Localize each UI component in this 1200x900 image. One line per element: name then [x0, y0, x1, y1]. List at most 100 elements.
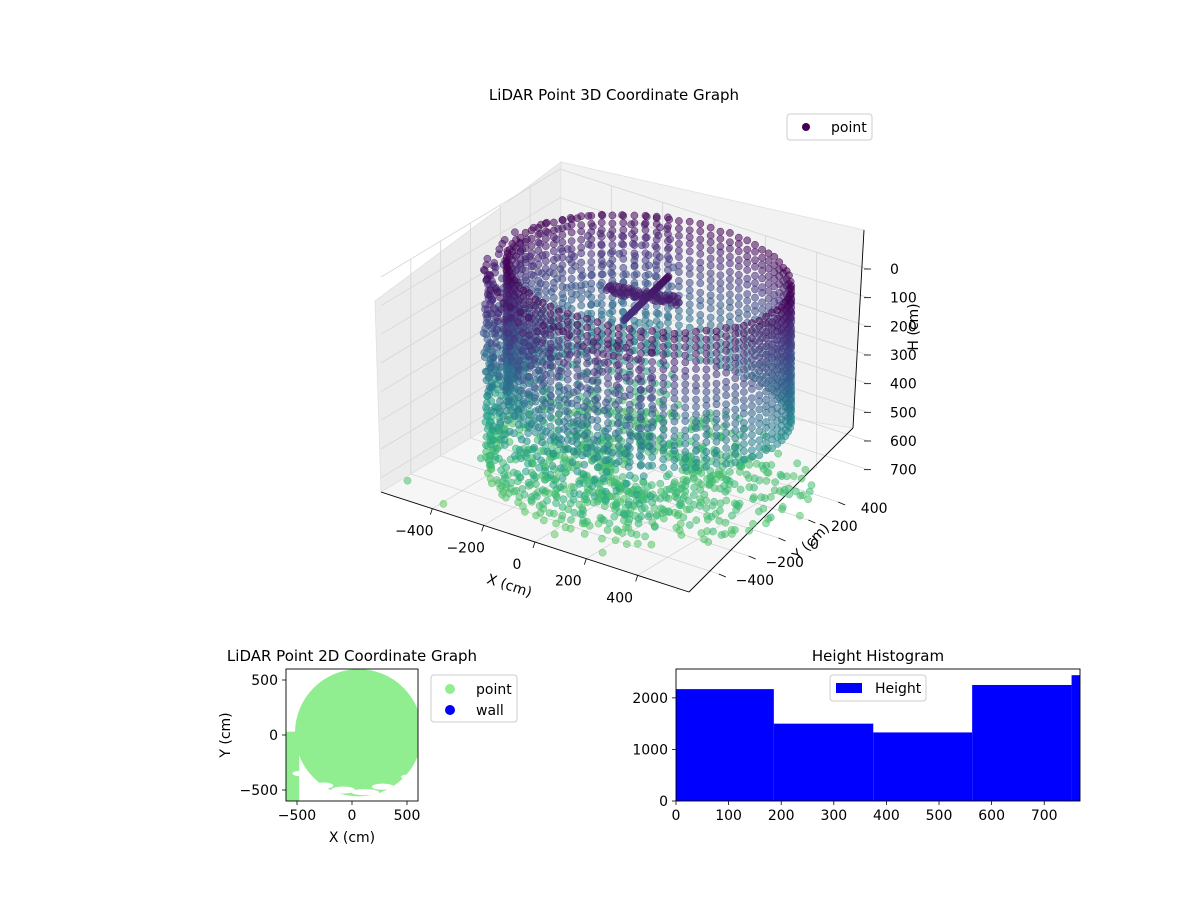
point-marker: [635, 499, 644, 508]
point-marker: [731, 330, 740, 338]
point-marker: [549, 256, 558, 264]
point-marker: [702, 365, 711, 374]
point-marker: [653, 511, 661, 519]
point-marker: [548, 462, 557, 470]
point-marker: [555, 314, 563, 323]
y-tick-3d: [778, 537, 786, 542]
point-marker: [634, 432, 642, 441]
h-axis-line: [852, 229, 865, 429]
point-marker: [634, 375, 643, 383]
point-marker: [740, 350, 748, 359]
point-marker: [681, 387, 690, 395]
point-marker: [644, 512, 653, 521]
point-marker: [625, 325, 634, 333]
point-marker: [517, 386, 525, 395]
point-marker: [768, 354, 776, 362]
point-marker: [567, 295, 576, 304]
point-marker: [706, 254, 715, 263]
point-marker: [530, 356, 539, 364]
point-marker: [659, 463, 668, 472]
histogram-bar: [1071, 675, 1080, 801]
point-marker: [681, 372, 690, 381]
legend-label-point-3d: point: [831, 120, 867, 136]
point-marker: [495, 372, 504, 380]
legend-marker-point-2d: [445, 684, 455, 694]
point-marker: [722, 452, 730, 460]
point-marker: [526, 361, 535, 370]
point-marker: [652, 273, 661, 281]
point-marker: [804, 495, 812, 504]
point-marker: [708, 501, 717, 510]
point-marker: [641, 233, 650, 242]
y-axis-line: [688, 427, 854, 593]
point-marker: [489, 352, 498, 361]
point-marker: [670, 463, 679, 471]
point-marker: [712, 341, 721, 350]
point-marker: [731, 434, 740, 443]
point-marker: [577, 235, 586, 244]
x-tick-label-hist: 400: [873, 808, 900, 824]
point-marker: [762, 519, 770, 528]
point-marker: [685, 239, 694, 248]
point-marker: [659, 357, 668, 366]
point-marker: [771, 478, 780, 487]
point-marker: [745, 460, 754, 469]
point-marker: [755, 375, 764, 384]
point-marker: [538, 387, 547, 395]
point-marker: [696, 227, 705, 236]
point-marker: [696, 235, 705, 244]
grid-line-x: [637, 252, 818, 576]
x-tick-3d: [429, 508, 433, 515]
point-marker: [573, 312, 582, 321]
point-marker: [758, 274, 766, 283]
point-marker: [712, 363, 721, 371]
point-marker: [516, 308, 525, 317]
point-marker: [534, 423, 543, 432]
point-marker: [748, 416, 756, 425]
point-marker: [603, 526, 612, 534]
point-marker: [675, 224, 683, 233]
point-marker: [630, 211, 639, 220]
point-marker: [751, 293, 759, 302]
point-marker: [641, 316, 650, 324]
point-marker: [580, 460, 589, 469]
point-marker: [726, 229, 734, 237]
point-marker: [734, 300, 743, 309]
point-marker: [758, 245, 766, 254]
point-marker: [748, 347, 756, 356]
point-marker: [403, 476, 412, 485]
point-marker: [702, 380, 711, 389]
point-marker: [619, 232, 628, 241]
point-marker: [749, 520, 757, 528]
legend-box-3d: [786, 113, 873, 141]
point-marker: [758, 289, 766, 297]
point-marker: [664, 245, 672, 254]
point-marker: [598, 534, 606, 543]
point-marker: [692, 455, 700, 464]
chart-title-hist: Height Histogram: [812, 647, 944, 665]
point-marker: [577, 212, 586, 221]
point-marker: [611, 536, 620, 545]
point-marker: [743, 297, 752, 305]
point-marker: [696, 219, 705, 228]
point-marker: [630, 226, 639, 235]
point-marker: [647, 394, 655, 402]
point-marker: [484, 387, 493, 396]
point-marker: [542, 371, 550, 379]
point-marker: [630, 241, 639, 249]
point-marker: [659, 334, 668, 343]
point-marker: [722, 355, 730, 364]
point-marker: [652, 220, 661, 228]
point-marker: [577, 266, 586, 275]
point-marker: [609, 351, 618, 360]
point-marker: [702, 335, 711, 344]
point-marker: [740, 357, 748, 366]
point-marker: [479, 329, 488, 337]
point-marker: [632, 490, 641, 499]
point-marker: [748, 362, 756, 371]
point-marker: [538, 313, 547, 322]
point-marker: [563, 317, 572, 326]
point-marker: [563, 369, 572, 377]
point-marker: [762, 446, 770, 454]
point-marker: [594, 463, 602, 472]
